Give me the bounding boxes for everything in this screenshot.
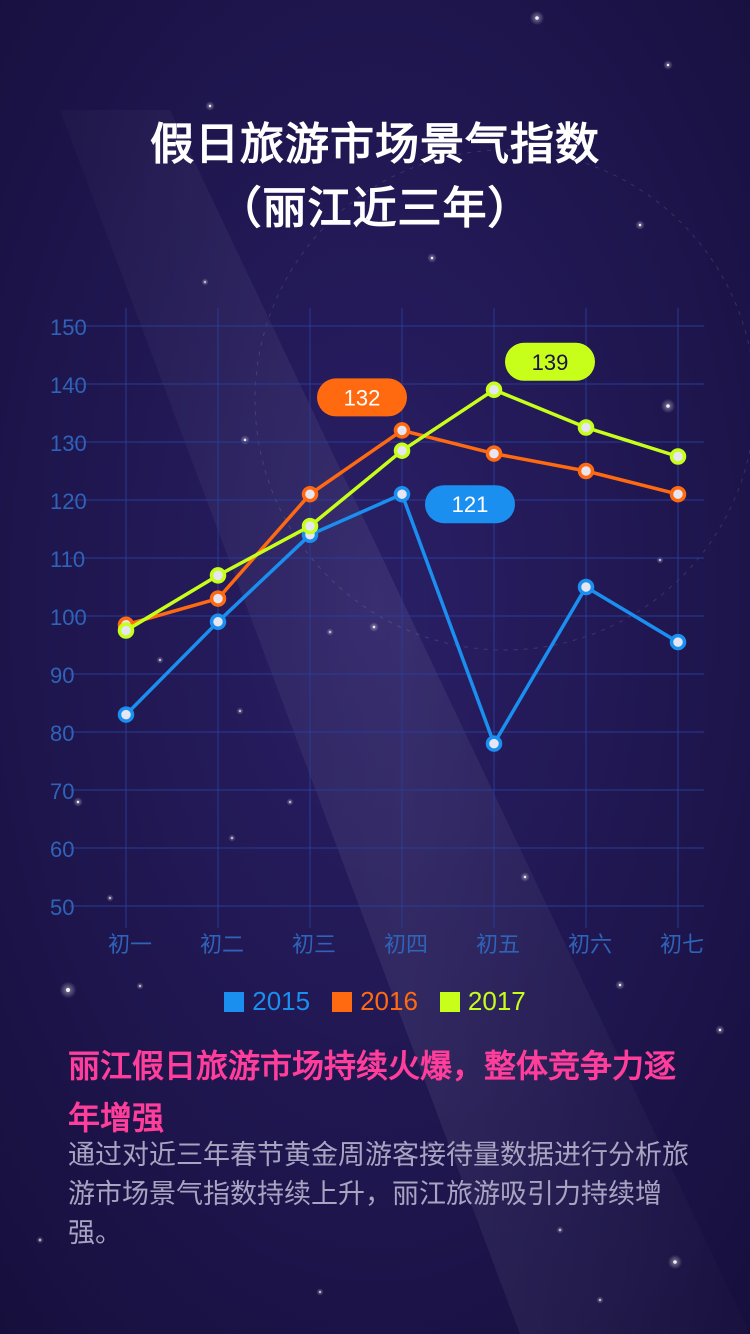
data-point (393, 442, 411, 459)
data-point (669, 485, 687, 503)
callout-pill (505, 342, 595, 381)
data-point (117, 622, 135, 639)
line-chart: 150 140 130 120 110 100 90 80 70 60 50 初一 初二 初三 初四 初五 初六… (50, 308, 704, 958)
data-point (209, 613, 227, 631)
y-tick-label: 100 (50, 605, 87, 630)
callout-2017: 139 (505, 342, 595, 381)
star (329, 631, 331, 633)
y-tick-label: 150 (50, 315, 87, 340)
star (65, 987, 71, 993)
star (372, 625, 376, 629)
star (430, 256, 434, 260)
legend-label: 2015 (252, 986, 311, 1016)
y-tick-label: 90 (50, 663, 74, 688)
star (243, 438, 247, 442)
headline: 丽江假日旅游市场持续火爆，整体竞争力逐年增强 (68, 1047, 677, 1137)
data-point (669, 633, 687, 651)
x-tick-label: 初五 (476, 933, 520, 958)
star (289, 801, 291, 803)
legend-label: 2017 (467, 986, 526, 1016)
star (659, 559, 661, 561)
star (208, 104, 212, 108)
light-beam (60, 110, 750, 1334)
callout-2015: 121 (425, 485, 515, 524)
data-point (577, 462, 595, 480)
x-tick-label: 初一 (108, 933, 152, 958)
data-point (485, 381, 503, 399)
star (204, 281, 206, 283)
y-tick-label: 60 (50, 837, 74, 862)
star (718, 1028, 722, 1032)
y-axis: 150 140 130 120 110 100 90 80 70 60 50 (50, 315, 87, 920)
star (535, 16, 539, 20)
y-tick-label: 130 (50, 431, 87, 456)
value-callouts: 132 121 139 (317, 342, 595, 524)
star (76, 800, 80, 804)
legend-item: 2015 (224, 986, 310, 1017)
x-tick-label: 初六 (568, 933, 612, 958)
star (523, 875, 527, 879)
star (673, 1260, 677, 1264)
legend-item: 2017 (439, 986, 526, 1017)
star (231, 837, 233, 839)
data-point (669, 448, 687, 465)
star (109, 897, 111, 899)
y-tick-label: 80 (50, 721, 74, 746)
callout-pill (425, 485, 515, 524)
y-tick-label: 70 (50, 779, 74, 804)
star (666, 63, 670, 67)
star (559, 1229, 561, 1231)
chart-grid (70, 308, 704, 928)
data-point (301, 485, 319, 503)
data-point (485, 445, 503, 462)
data-label: 132 (344, 385, 381, 410)
legend-swatch (439, 991, 460, 1012)
y-tick-label: 140 (50, 373, 87, 398)
star (618, 983, 622, 987)
star (239, 710, 241, 712)
legend-swatch (332, 991, 353, 1012)
legend-swatch (224, 991, 245, 1012)
star (319, 1291, 321, 1293)
data-point (209, 590, 227, 607)
series-2017 (117, 381, 687, 639)
callout-pill (317, 378, 407, 417)
star (159, 659, 161, 661)
x-axis: 初一 初二 初三 初四 初五 初六 初七 (108, 933, 704, 958)
data-label: 121 (452, 492, 489, 517)
data-point (117, 706, 135, 723)
body-text: 通过对近三年春节黄金周游客接待量数据进行分析旅游市场景气指数持续上升，丽江旅游吸… (68, 1140, 689, 1249)
orbit-ring (254, 149, 750, 651)
data-label: 139 (532, 350, 569, 375)
star (139, 985, 141, 987)
star (638, 223, 642, 227)
star (429, 1144, 431, 1146)
page-subtitle: （丽江近三年） (217, 183, 533, 234)
data-point (209, 567, 227, 584)
callout-2016: 132 (317, 378, 407, 417)
y-tick-label: 50 (50, 895, 74, 920)
series-2015 (117, 485, 687, 752)
data-point (393, 485, 411, 503)
x-tick-label: 初七 (660, 933, 704, 958)
data-point (577, 578, 595, 596)
star (666, 404, 670, 408)
series-2016 (117, 422, 687, 633)
data-point (393, 422, 411, 439)
star (39, 1239, 41, 1241)
x-tick-label: 初三 (292, 933, 336, 958)
star (599, 1299, 601, 1301)
legend-label: 2016 (360, 986, 418, 1016)
chart-legend: 2015 2016 2017 (0, 986, 750, 1017)
x-tick-label: 初二 (200, 933, 244, 958)
legend-item: 2016 (332, 986, 418, 1017)
data-point (301, 517, 319, 535)
x-tick-label: 初四 (384, 933, 428, 958)
page-title: 假日旅游市场景气指数 (150, 119, 600, 170)
y-tick-label: 120 (50, 489, 87, 514)
data-point (485, 735, 503, 752)
y-tick-label: 110 (50, 547, 85, 572)
data-point (577, 419, 595, 436)
